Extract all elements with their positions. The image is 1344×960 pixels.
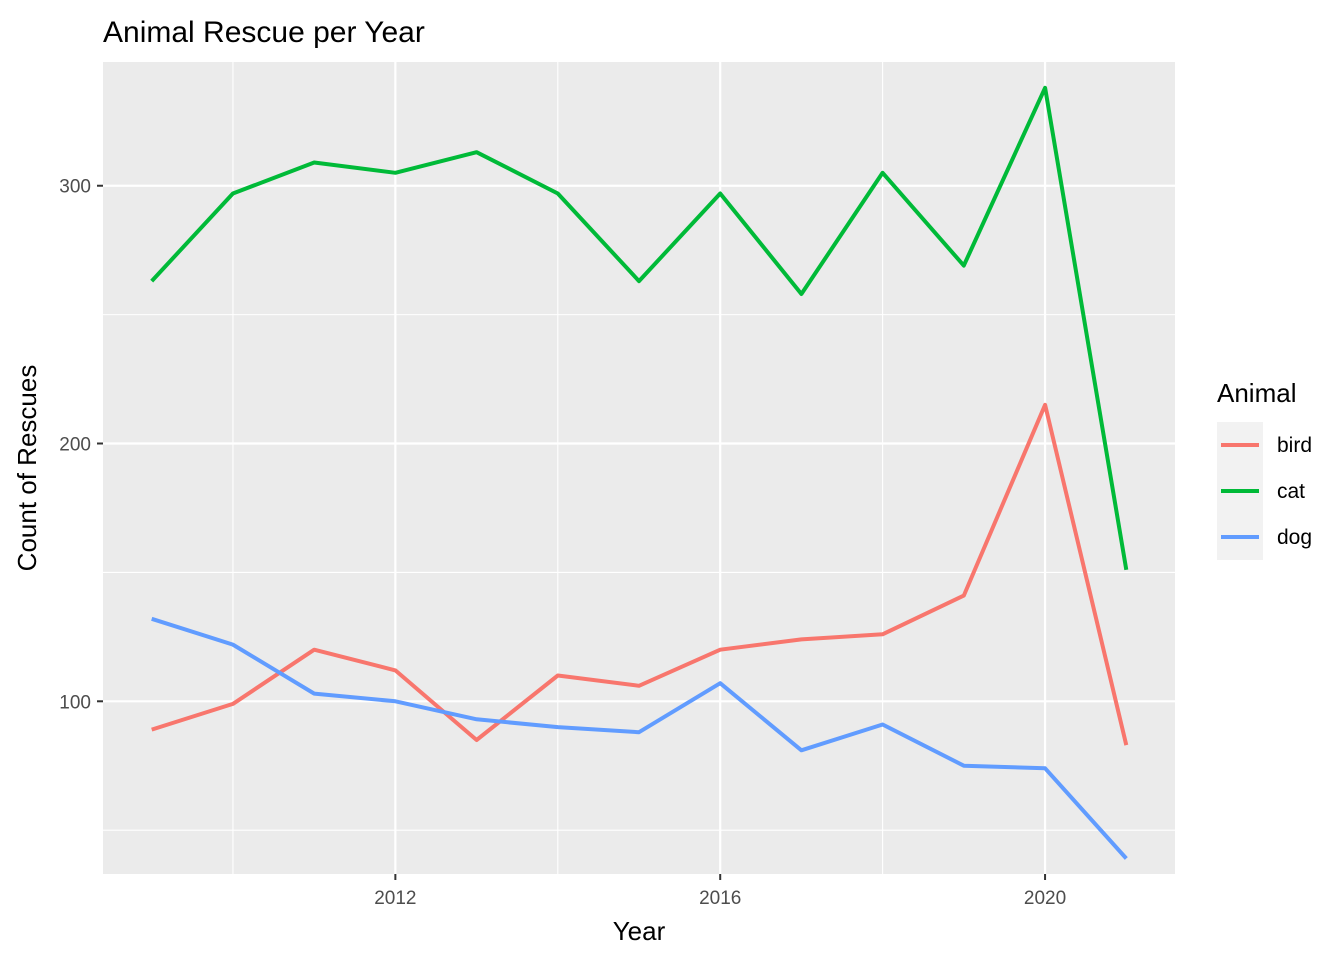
y-axis-ticks: 100 200 300 [59,177,103,713]
legend-label-cat: cat [1277,480,1305,503]
x-tick-label: 2016 [699,888,741,909]
y-tick-label: 300 [59,177,91,198]
minor-gridlines [103,62,1175,874]
legend-label-dog: dog [1277,526,1312,549]
x-axis-title: Year [613,916,666,946]
legend-label-bird: bird [1277,434,1312,457]
legend: Animal bird cat dog [1217,378,1312,560]
series-lines [150,85,1129,860]
chart-title: Animal Rescue per Year [103,16,425,49]
legend-items: bird cat dog [1217,422,1312,560]
y-tick-label: 200 [59,435,91,456]
series-line-cat [150,85,1129,571]
x-axis-ticks: 2012 2016 2020 [374,874,1066,909]
series-line-bird [151,402,1129,746]
y-axis-title: Count of Rescues [12,365,42,572]
x-tick-label: 2012 [374,888,416,909]
series-line-dog [151,616,1128,860]
y-tick-label: 100 [59,692,91,713]
legend-title: Animal [1217,378,1296,408]
x-tick-label: 2020 [1024,888,1066,909]
major-gridlines [103,62,1175,874]
